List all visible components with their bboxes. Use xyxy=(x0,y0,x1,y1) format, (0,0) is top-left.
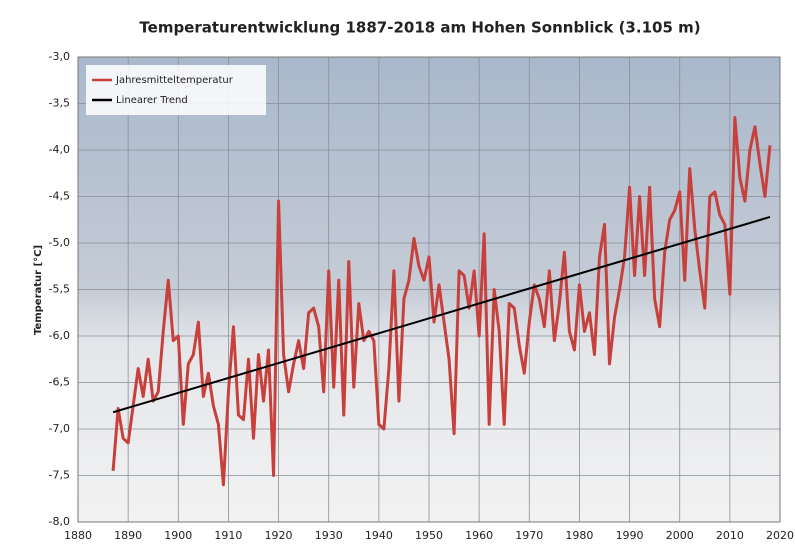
x-tick-label: 1920 xyxy=(265,529,293,542)
y-tick-label: -8,0 xyxy=(49,515,70,528)
y-tick-label: -6,0 xyxy=(49,329,70,342)
x-tick-label: 1880 xyxy=(64,529,92,542)
x-tick-label: 2020 xyxy=(766,529,794,542)
x-tick-label: 1900 xyxy=(164,529,192,542)
x-tick-label: 1960 xyxy=(465,529,493,542)
legend-label: Linearer Trend xyxy=(116,95,188,106)
y-axis-label: Temperatur [°C] xyxy=(33,245,44,335)
x-tick-label: 2000 xyxy=(666,529,694,542)
y-tick-label: -4,0 xyxy=(49,143,70,156)
y-tick-label: -3,0 xyxy=(49,50,70,63)
legend-box xyxy=(86,65,266,115)
x-tick-label: 1940 xyxy=(365,529,393,542)
y-tick-label: -6,5 xyxy=(49,376,70,389)
y-tick-label: -3,5 xyxy=(49,97,70,110)
x-tick-label: 1890 xyxy=(114,529,142,542)
y-tick-label: -5,0 xyxy=(49,236,70,249)
x-tick-label: 1970 xyxy=(515,529,543,542)
legend-label: Jahresmitteltemperatur xyxy=(115,75,234,86)
y-tick-label: -4,5 xyxy=(49,190,70,203)
y-tick-label: -7,0 xyxy=(49,422,70,435)
x-tick-label: 1990 xyxy=(616,529,644,542)
y-tick-label: -7,5 xyxy=(49,469,70,482)
x-tick-label: 1950 xyxy=(415,529,443,542)
chart: Temperaturentwicklung 1887-2018 am Hohen… xyxy=(0,0,795,551)
y-tick-label: -5,5 xyxy=(49,283,70,296)
chart-title: Temperaturentwicklung 1887-2018 am Hohen… xyxy=(139,19,700,37)
x-tick-label: 1980 xyxy=(565,529,593,542)
x-tick-label: 1930 xyxy=(315,529,343,542)
x-tick-label: 1910 xyxy=(214,529,242,542)
x-tick-label: 2010 xyxy=(716,529,744,542)
